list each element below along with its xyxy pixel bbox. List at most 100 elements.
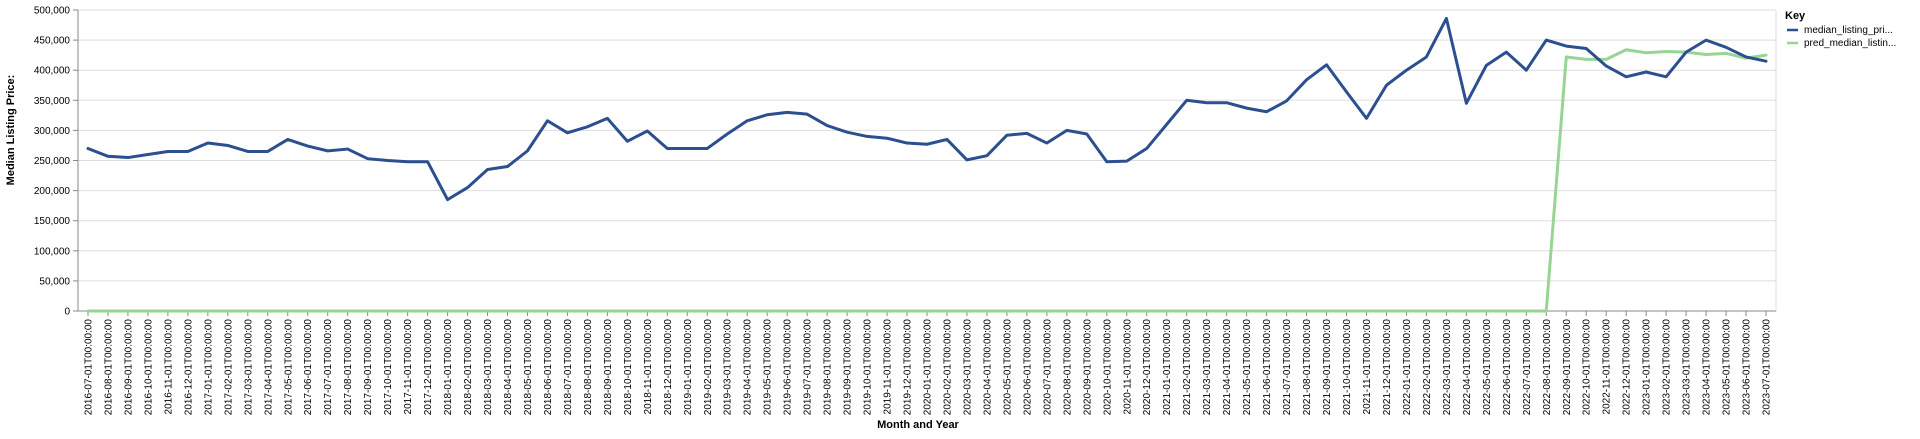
y-axis-title: Median Listing Price:: [5, 75, 17, 186]
x-tick-label: 2016-07-01T00:00:00: [83, 319, 94, 416]
x-tick-label: 2019-05-01T00:00:00: [763, 319, 774, 416]
x-tick-label: 2020-02-01T00:00:00: [942, 319, 953, 416]
x-tick-label: 2019-02-01T00:00:00: [703, 319, 714, 416]
series-line-median-listing-price: [86, 16, 1768, 202]
x-tick-label: 2020-09-01T00:00:00: [1082, 319, 1093, 416]
x-tick-label: 2018-12-01T00:00:00: [663, 319, 674, 416]
x-tick-label: 2016-09-01T00:00:00: [123, 319, 134, 416]
x-tick-label: 2023-03-01T00:00:00: [1682, 319, 1693, 416]
x-tick-label: 2021-07-01T00:00:00: [1282, 319, 1293, 416]
x-tick-label: 2020-04-01T00:00:00: [982, 319, 993, 416]
x-tick-label: 2017-01-01T00:00:00: [203, 319, 214, 416]
x-tick-label: 2022-01-01T00:00:00: [1402, 319, 1413, 416]
x-tick-label: 2017-11-01T00:00:00: [403, 319, 414, 415]
x-tick-label: 2022-03-01T00:00:00: [1442, 319, 1453, 416]
x-tick-label: 2019-06-01T00:00:00: [783, 319, 794, 416]
x-tick-label: 2017-02-01T00:00:00: [223, 319, 234, 416]
x-tick-label: 2020-03-01T00:00:00: [962, 319, 973, 416]
y-tick-label: 500,000: [34, 6, 71, 17]
y-tick-label: 450,000: [34, 36, 71, 47]
x-tick-label: 2018-07-01T00:00:00: [563, 319, 574, 416]
y-tick-label: 150,000: [34, 216, 71, 227]
x-tick-label: 2021-03-01T00:00:00: [1202, 319, 1213, 416]
x-tick-label: 2017-03-01T00:00:00: [243, 319, 254, 416]
x-tick-label: 2018-10-01T00:00:00: [623, 319, 634, 416]
x-tick-label: 2022-07-01T00:00:00: [1522, 319, 1533, 416]
y-tick-label: 100,000: [34, 246, 71, 257]
x-tick-label: 2023-06-01T00:00:00: [1742, 319, 1753, 416]
x-tick-label: 2018-08-01T00:00:00: [583, 319, 594, 416]
x-tick-label: 2021-12-01T00:00:00: [1382, 319, 1393, 416]
x-axis: 2016-07-01T00:00:00 2016-08-01T00:00:00 20…: [78, 310, 1776, 416]
x-tick-label: 2023-07-01T00:00:00: [1762, 319, 1773, 416]
series-line-pred-median-listing-price: [86, 48, 1768, 313]
legend-label: median_listing_pri...: [1804, 25, 1893, 36]
x-tick-label: 2016-11-01T00:00:00: [163, 319, 174, 415]
x-tick-label: 2023-02-01T00:00:00: [1662, 319, 1673, 416]
x-tick-label: 2018-05-01T00:00:00: [523, 319, 534, 416]
x-tick-label: 2023-01-01T00:00:00: [1642, 319, 1653, 416]
x-tick-label: 2023-05-01T00:00:00: [1722, 319, 1733, 416]
legend-title: Key: [1785, 10, 1806, 22]
x-tick-label: 2022-12-01T00:00:00: [1622, 319, 1633, 416]
x-tick-label: 2018-09-01T00:00:00: [603, 319, 614, 416]
x-axis-title: Month and Year: [877, 419, 959, 431]
x-tick-label: 2021-06-01T00:00:00: [1262, 319, 1273, 416]
x-tick-label: 2018-02-01T00:00:00: [463, 319, 474, 416]
x-tick-label: 2016-08-01T00:00:00: [103, 319, 114, 416]
x-tick-label: 2017-04-01T00:00:00: [263, 319, 274, 416]
gridlines: [78, 9, 1777, 312]
x-tick-label: 2019-08-01T00:00:00: [823, 319, 834, 416]
legend-label: pred_median_listin...: [1804, 38, 1896, 49]
y-tick-label: 300,000: [34, 126, 71, 137]
x-tick-label: 2021-02-01T00:00:00: [1182, 319, 1193, 416]
x-tick-label: 2018-03-01T00:00:00: [483, 319, 494, 416]
x-tick-label: 2017-09-01T00:00:00: [363, 319, 374, 416]
y-tick-label: 0: [64, 307, 70, 318]
x-tick-label: 2022-10-01T00:00:00: [1582, 319, 1593, 416]
x-tick-label: 2020-01-01T00:00:00: [923, 319, 934, 416]
x-tick-label: 2019-04-01T00:00:00: [743, 319, 754, 416]
x-tick-label: 2018-04-01T00:00:00: [503, 319, 514, 416]
x-tick-label: 2022-11-01T00:00:00: [1602, 319, 1613, 415]
x-tick-label: 2017-12-01T00:00:00: [423, 319, 434, 416]
x-tick-label: 2020-08-01T00:00:00: [1062, 319, 1073, 416]
x-tick-label: 2018-11-01T00:00:00: [643, 319, 654, 415]
x-tick-label: 2022-08-01T00:00:00: [1542, 319, 1553, 416]
x-tick-label: 2021-09-01T00:00:00: [1322, 319, 1333, 416]
x-tick-label: 2017-10-01T00:00:00: [383, 319, 394, 416]
legend-items: median_listing_pri... pred_median_listin.…: [1787, 25, 1896, 49]
x-tick-label: 2016-10-01T00:00:00: [143, 319, 154, 416]
y-tick-label: 250,000: [34, 156, 71, 167]
x-tick-label: 2021-08-01T00:00:00: [1302, 319, 1313, 416]
x-tick-label: 2017-06-01T00:00:00: [303, 319, 314, 416]
x-tick-label: 2019-09-01T00:00:00: [843, 319, 854, 416]
x-tick-label: 2020-12-01T00:00:00: [1142, 319, 1153, 416]
x-tick-label: 2019-07-01T00:00:00: [803, 319, 814, 416]
x-tick-label: 2021-10-01T00:00:00: [1342, 319, 1353, 416]
x-tick-label: 2017-08-01T00:00:00: [343, 319, 354, 416]
x-tick-label: 2023-04-01T00:00:00: [1702, 319, 1713, 416]
y-tick-label: 400,000: [34, 66, 71, 77]
x-tick-label: 2022-02-01T00:00:00: [1422, 319, 1433, 416]
x-tick-label: 2017-07-01T00:00:00: [323, 319, 334, 416]
x-tick-label: 2020-11-01T00:00:00: [1122, 319, 1133, 415]
x-tick-label: 2017-05-01T00:00:00: [283, 319, 294, 416]
y-tick-label: 350,000: [34, 96, 71, 107]
x-tick-label: 2016-12-01T00:00:00: [183, 319, 194, 416]
x-tick-label: 2020-07-01T00:00:00: [1042, 319, 1053, 416]
x-tick-label: 2021-04-01T00:00:00: [1222, 319, 1233, 416]
legend: Key median_listing_pri... pred_median_lis…: [1785, 10, 1896, 49]
y-axis: 0 50,000 100,000 150,000 200,000 250,000 300,0…: [34, 6, 79, 318]
x-tick-label: 2020-05-01T00:00:00: [1002, 319, 1013, 416]
x-tick-label: 2018-06-01T00:00:00: [543, 319, 554, 416]
x-tick-label: 2018-01-01T00:00:00: [443, 319, 454, 416]
x-tick-label: 2022-06-01T00:00:00: [1502, 319, 1513, 416]
x-tick-label: 2019-11-01T00:00:00: [883, 319, 894, 415]
x-tick-label: 2019-01-01T00:00:00: [683, 319, 694, 416]
x-tick-label: 2019-03-01T00:00:00: [723, 319, 734, 416]
x-tick-label: 2021-01-01T00:00:00: [1162, 319, 1173, 416]
y-tick-label: 50,000: [39, 276, 70, 287]
